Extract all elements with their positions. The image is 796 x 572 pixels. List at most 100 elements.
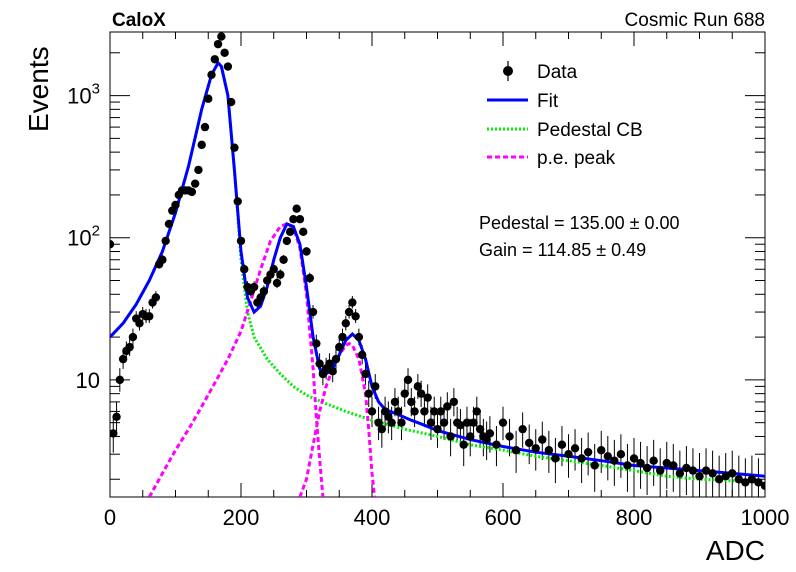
annotation-gain-pm: ± [596, 240, 606, 260]
data-point [426, 418, 436, 427]
data-point [351, 312, 360, 321]
chart-title-left: CaloX [112, 10, 166, 31]
data-point [449, 397, 459, 407]
data-point [285, 227, 295, 237]
legend: Data Fit Pedestal CB p.e. peak [487, 61, 643, 169]
data-point [354, 332, 364, 342]
data-point [357, 350, 367, 360]
data-point [325, 359, 334, 368]
data-point [410, 407, 419, 416]
data-point [110, 429, 118, 438]
data-point [249, 282, 259, 292]
legend-item-pedestal: Pedestal CB [487, 120, 643, 141]
data-point [292, 204, 301, 213]
data-point [110, 240, 115, 249]
legend-label-pedestal: Pedestal CB [537, 120, 643, 141]
data-points [110, 32, 765, 490]
data-point [118, 354, 128, 364]
legend-label-fit: Fit [537, 91, 559, 112]
data-point [714, 475, 724, 484]
data-point [597, 446, 606, 455]
data-point [583, 447, 593, 457]
data-point [629, 454, 639, 463]
data-point [390, 397, 400, 407]
data-point [220, 48, 229, 57]
data-point [394, 407, 403, 416]
data-point [302, 247, 311, 256]
data-point [423, 393, 432, 402]
data-point [413, 382, 423, 391]
pe-peak-line-2 [298, 341, 377, 497]
data-point [505, 432, 514, 441]
data-point [187, 187, 197, 197]
data-point [747, 475, 757, 484]
data-point [701, 466, 711, 475]
data-point [485, 429, 495, 438]
data-point [708, 469, 717, 478]
data-point [472, 407, 481, 416]
annotation-gain-err: 0.49 [611, 240, 646, 260]
data-point [538, 435, 547, 444]
data-point [161, 236, 170, 246]
annotation-pedestal-pm: ± [630, 213, 640, 233]
data-point [616, 450, 626, 459]
data-point [289, 214, 298, 224]
data-point [603, 452, 612, 461]
data-point [498, 418, 508, 427]
data-point [443, 402, 452, 411]
data-point [371, 382, 380, 391]
data-point [416, 389, 426, 398]
data-point [590, 461, 599, 470]
data-point [305, 273, 314, 283]
y-tick-label: 102 [67, 223, 100, 251]
data-point [400, 389, 409, 398]
data-point [158, 255, 167, 264]
data-point [475, 424, 485, 434]
y-tick-label: 103 [67, 81, 100, 109]
data-point [459, 440, 468, 449]
data-point [754, 478, 763, 487]
data-point [531, 444, 540, 453]
data-point [511, 446, 521, 455]
data-point [338, 332, 347, 342]
data-point [564, 450, 573, 459]
data-point [282, 236, 292, 246]
x-tick-label: 600 [485, 505, 522, 530]
data-point [636, 458, 645, 468]
data-point [456, 420, 465, 430]
data-point [276, 270, 285, 279]
data-point [462, 418, 472, 427]
data-point [387, 418, 396, 427]
data-point [112, 412, 121, 421]
data-point [335, 342, 344, 352]
data-point [279, 255, 288, 264]
data-point [436, 407, 445, 416]
data-point [361, 369, 370, 379]
data-point [200, 122, 210, 132]
pedestal-cb-line [110, 60, 765, 484]
data-point [171, 200, 180, 210]
data-point [577, 454, 586, 463]
data-point [623, 461, 632, 470]
data-point [217, 32, 226, 41]
fit-annotations: Pedestal = 135.00 ±0.00 Gain = 114.85 ±0.4… [479, 213, 680, 260]
data-point [642, 463, 652, 473]
data-point [760, 481, 765, 490]
data-point [233, 197, 242, 206]
data-point [145, 312, 154, 321]
data-point [544, 446, 554, 455]
data-point [295, 214, 305, 224]
data-point [675, 469, 685, 478]
legend-item-fit: Fit [487, 91, 559, 112]
data-point [551, 454, 560, 463]
data-point [269, 265, 278, 274]
x-tick-label: 0 [104, 505, 116, 530]
data-point [223, 62, 233, 71]
data-point [557, 440, 567, 449]
legend-label-data: Data [537, 62, 578, 83]
data-point [115, 375, 125, 385]
data-point [518, 424, 527, 434]
annotation-pedestal-value: Pedestal = 135.00 [479, 213, 625, 233]
legend-label-pe-peak: p.e. peak [537, 148, 616, 169]
